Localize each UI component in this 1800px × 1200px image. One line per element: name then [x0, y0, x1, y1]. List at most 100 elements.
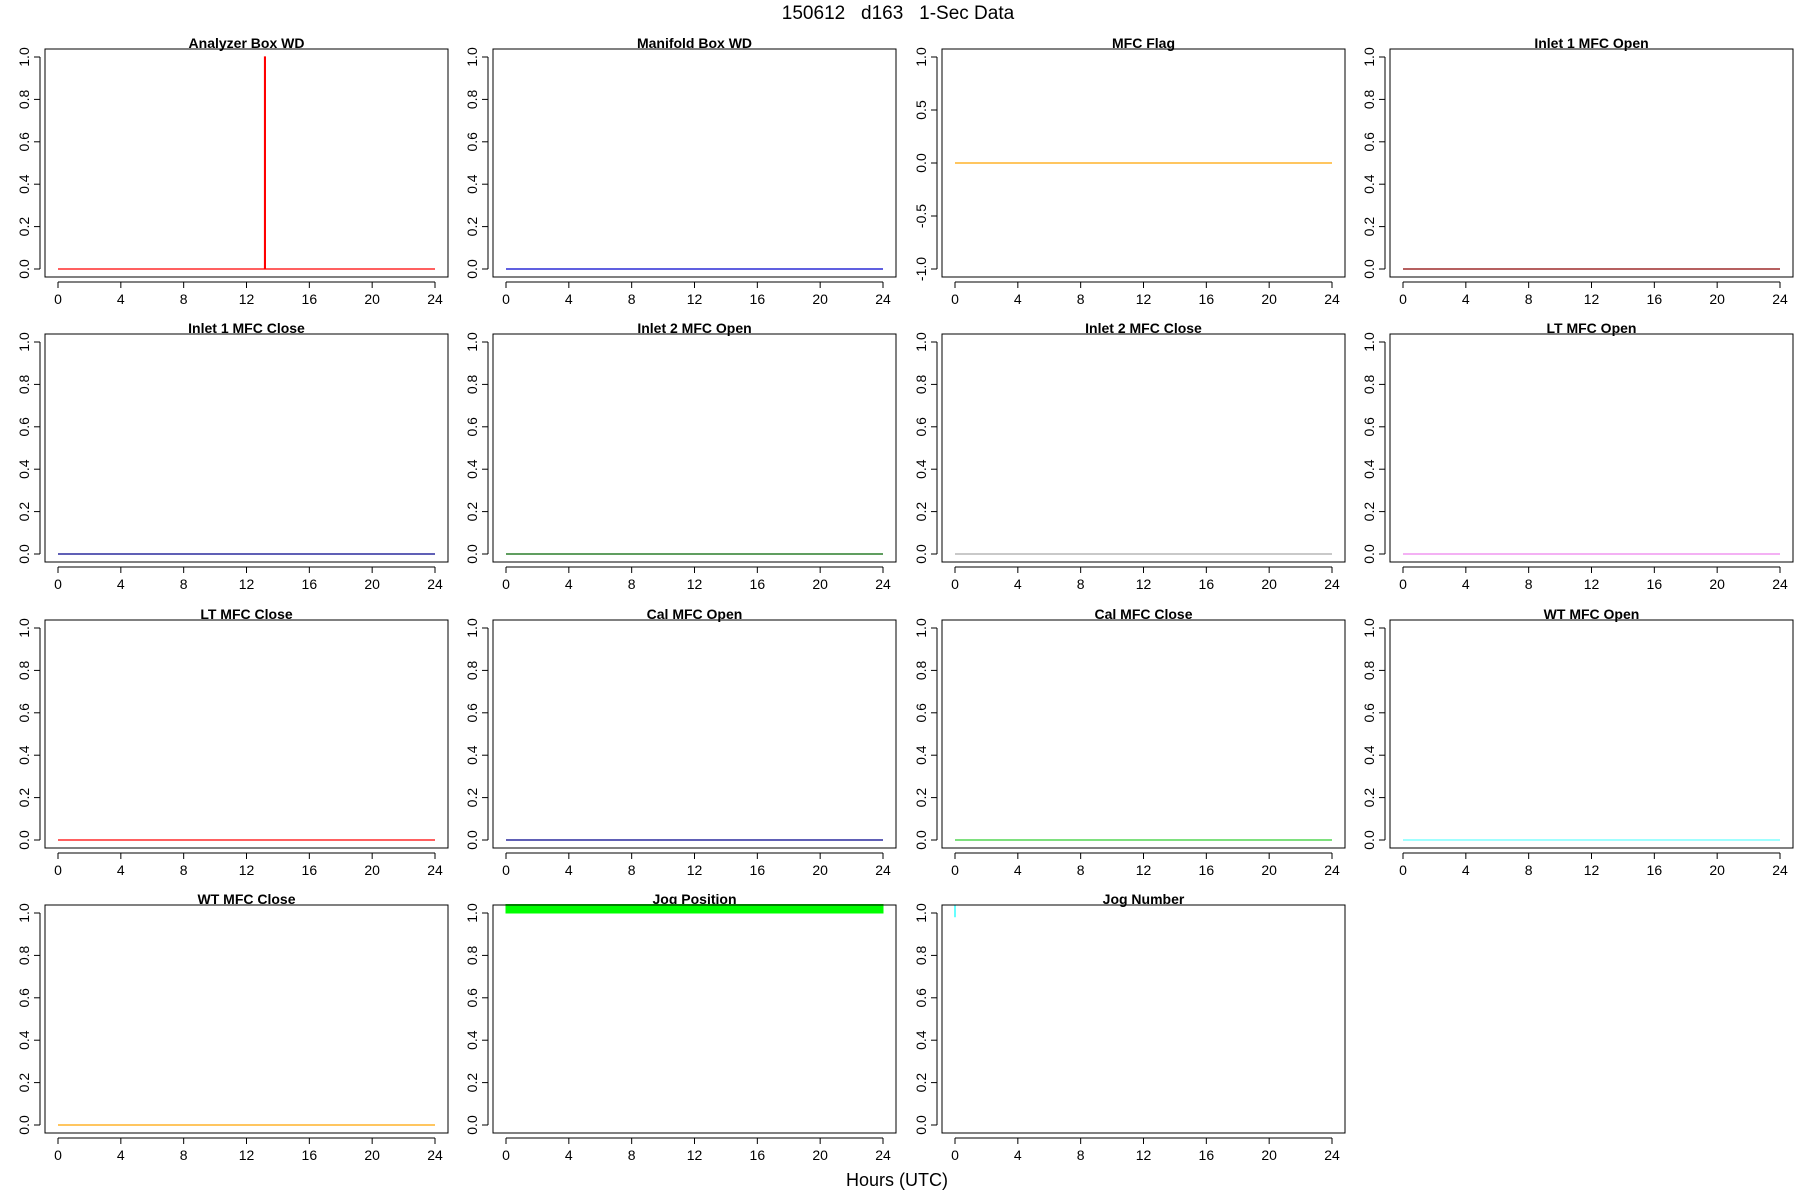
- x-axis: 0 4 8 12 16 20 24: [502, 852, 891, 878]
- x-tick-label: 16: [1647, 291, 1663, 307]
- panel-title: LT MFC Close: [200, 606, 293, 622]
- x-tick-label: 16: [1199, 576, 1215, 592]
- x-tick-label: 20: [812, 576, 828, 592]
- y-tick-label: 0.6: [16, 132, 32, 152]
- y-tick-label: 0.6: [16, 988, 32, 1008]
- x-tick-label: 8: [1077, 1147, 1085, 1163]
- x-tick-label: 12: [687, 291, 703, 307]
- x-tick-label: 24: [1324, 291, 1340, 307]
- y-axis: 0.0 0.2 0.4 0.6 0.8 1.0: [464, 903, 489, 1135]
- y-axis: 0.0 0.2 0.4 0.6 0.8 1.0: [1361, 618, 1386, 850]
- y-tick-label: 0.0: [16, 830, 32, 850]
- y-tick-label: 0.8: [1361, 660, 1377, 680]
- x-tick-label: 20: [364, 576, 380, 592]
- y-tick-label: 0.2: [913, 502, 929, 522]
- x-tick-label: 0: [1399, 576, 1407, 592]
- x-tick-label: 20: [364, 862, 380, 878]
- x-axis: 0 4 8 12 16 20 24: [951, 281, 1340, 307]
- y-tick-label: 1.0: [913, 332, 929, 352]
- x-tick-label: 16: [750, 862, 766, 878]
- y-tick-label: 0.0: [464, 259, 480, 279]
- plot-frame: [492, 333, 897, 563]
- x-tick-label: 12: [1136, 1147, 1152, 1163]
- x-tick-label: 24: [427, 291, 443, 307]
- y-tick-label: 0.4: [16, 1030, 32, 1050]
- x-tick-label: 0: [54, 862, 62, 878]
- x-axis: 0 4 8 12 16 20 24: [54, 852, 443, 878]
- y-tick-label: 0.8: [16, 945, 32, 965]
- x-tick-label: 4: [117, 1147, 125, 1163]
- x-tick-label: 12: [1584, 862, 1600, 878]
- x-tick-label: 24: [1324, 576, 1340, 592]
- x-tick-label: 12: [239, 291, 255, 307]
- x-tick-label: 8: [1077, 576, 1085, 592]
- x-tick-label: 16: [1199, 291, 1215, 307]
- y-tick-label: 0.2: [16, 788, 32, 808]
- x-tick-label: 12: [687, 576, 703, 592]
- y-axis: 0.0 0.2 0.4 0.6 0.8 1.0: [913, 618, 938, 850]
- y-tick-label: 0.8: [464, 945, 480, 965]
- plot-frame: [1389, 333, 1794, 563]
- y-tick-label: 0.2: [913, 788, 929, 808]
- y-tick-label: 0.6: [1361, 132, 1377, 152]
- panel-title: Inlet 2 MFC Close: [1085, 320, 1202, 336]
- x-tick-label: 20: [812, 291, 828, 307]
- panel-cal-mfc-open: Cal MFC Open 0 4 8 12 16 20 24 0.0 0.2 0.4 0.6 0.8 1.…: [464, 606, 897, 878]
- panel-cal-mfc-close: Cal MFC Close 0 4 8 12 16 20 24 0.0 0.2 0.4 0.6 0.8 1…: [913, 606, 1346, 878]
- y-tick-label: 0.4: [1361, 174, 1377, 194]
- y-tick-label: 1.0: [464, 47, 480, 67]
- y-tick-label: 0.4: [1361, 459, 1377, 479]
- plot-frame: [1389, 48, 1794, 278]
- x-tick-label: 12: [687, 1147, 703, 1163]
- x-axis: 0 4 8 12 16 20 24: [502, 1137, 891, 1163]
- x-tick-label: 16: [1647, 862, 1663, 878]
- y-tick-label: 0.2: [1361, 502, 1377, 522]
- y-tick-label: 0.0: [913, 153, 929, 173]
- y-tick-label: 0.8: [1361, 374, 1377, 394]
- y-tick-label: 0.2: [1361, 217, 1377, 237]
- plot-frame: [492, 619, 897, 849]
- x-tick-label: 12: [687, 862, 703, 878]
- y-tick-label: 0.2: [1361, 788, 1377, 808]
- plot-frame: [44, 48, 449, 278]
- y-tick-label: 0.0: [16, 1115, 32, 1135]
- y-tick-label: 1.0: [464, 618, 480, 638]
- y-tick-label: 0.0: [464, 544, 480, 564]
- x-tick-label: 8: [180, 576, 188, 592]
- x-tick-label: 0: [502, 291, 510, 307]
- y-tick-label: 1.0: [16, 47, 32, 67]
- plot-frame: [941, 48, 1346, 278]
- plot-frame: [941, 904, 1346, 1134]
- panel-title: Cal MFC Close: [1094, 606, 1192, 622]
- x-tick-label: 8: [1077, 862, 1085, 878]
- x-tick-label: 8: [1525, 291, 1533, 307]
- x-tick-label: 20: [1261, 1147, 1277, 1163]
- y-tick-label: 0.8: [464, 89, 480, 109]
- y-axis: 0.0 0.2 0.4 0.6 0.8 1.0: [464, 332, 489, 564]
- y-tick-label: 0.4: [913, 1030, 929, 1050]
- y-tick-label: 0.6: [16, 417, 32, 437]
- y-tick-label: 0.2: [464, 788, 480, 808]
- x-tick-label: 24: [875, 862, 891, 878]
- x-tick-label: 0: [951, 576, 959, 592]
- y-tick-label: 0.0: [16, 544, 32, 564]
- plot-frame: [941, 333, 1346, 563]
- x-axis: 0 4 8 12 16 20 24: [1399, 566, 1788, 592]
- x-axis: 0 4 8 12 16 20 24: [54, 281, 443, 307]
- x-tick-label: 0: [1399, 862, 1407, 878]
- x-tick-label: 20: [812, 1147, 828, 1163]
- x-tick-label: 12: [1584, 576, 1600, 592]
- x-tick-label: 0: [1399, 291, 1407, 307]
- x-tick-label: 4: [1014, 862, 1022, 878]
- x-axis: 0 4 8 12 16 20 24: [1399, 852, 1788, 878]
- x-tick-label: 0: [54, 1147, 62, 1163]
- panel-manifold-box-wd: Manifold Box WD0 4 8 12 16 20 240.00.20.40.60.…: [464, 35, 897, 307]
- y-axis: -1.0 -0.5 0.0 0.5 1.0: [913, 47, 938, 281]
- panel-data: [505, 904, 884, 914]
- x-tick-label: 24: [1324, 1147, 1340, 1163]
- x-tick-label: 20: [364, 291, 380, 307]
- y-tick-label: 1.0: [16, 903, 32, 923]
- x-tick-label: 16: [302, 1147, 318, 1163]
